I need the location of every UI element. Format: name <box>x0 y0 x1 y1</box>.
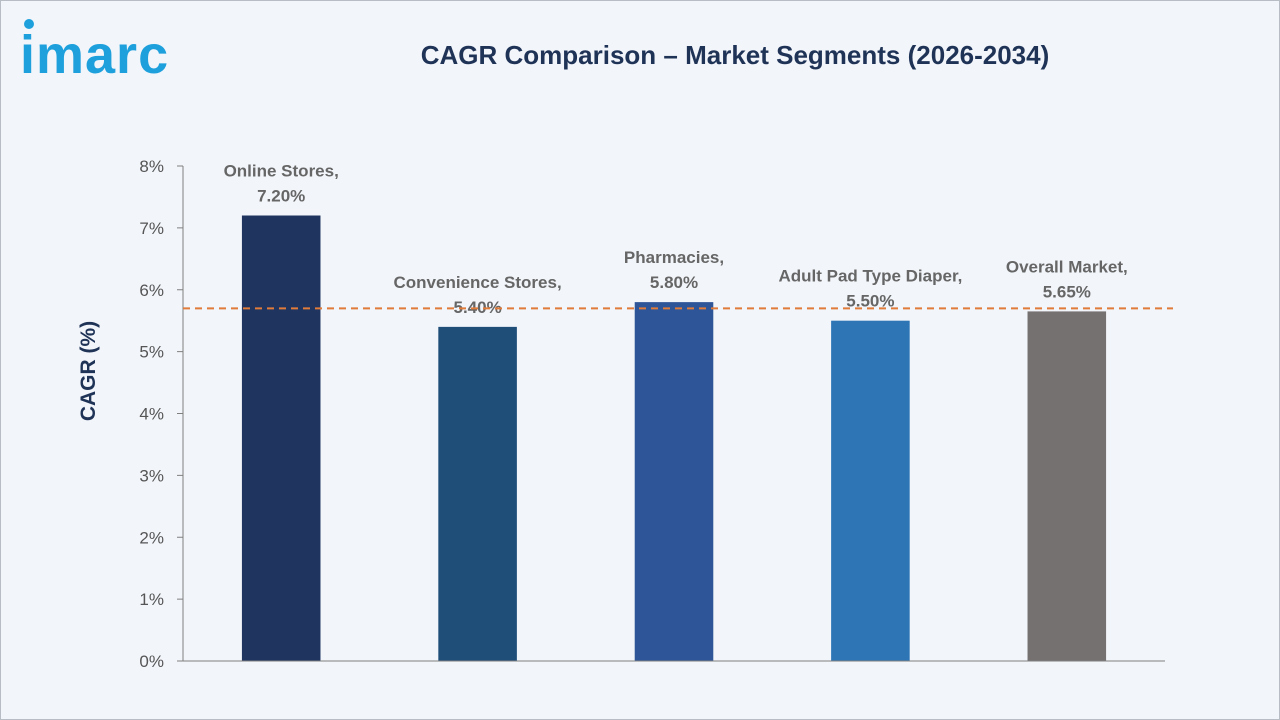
bar-5 <box>1027 311 1107 661</box>
data-label-line: 5.65% <box>1043 282 1091 301</box>
data-label-2: Convenience Stores, 5.40% <box>394 273 562 317</box>
bar-2 <box>438 326 517 661</box>
bar-3 <box>634 302 714 661</box>
data-label-line: Pharmacies, <box>624 248 724 267</box>
data-label-5: Overall Market, 5.65% <box>1006 257 1128 301</box>
data-label-1: Online Stores, 7.20% <box>224 162 339 206</box>
imarc-logo: imarc <box>20 19 169 82</box>
data-label-line: Adult Pad Type Diaper, <box>778 267 962 286</box>
y-tick-label: 0% <box>139 652 164 671</box>
logo-dot <box>24 19 34 29</box>
data-label-line: Convenience Stores, <box>394 273 562 292</box>
data-label-4: Adult Pad Type Diaper, 5.50% <box>778 267 962 311</box>
y-tick-label: 3% <box>139 466 164 485</box>
data-label-line: 5.80% <box>650 273 698 292</box>
logo-text: imarc <box>20 25 169 82</box>
y-tick-label: 6% <box>139 281 164 300</box>
bar-1 <box>241 215 321 661</box>
data-label-3: Pharmacies, 5.80% <box>624 248 724 292</box>
data-label-line: Overall Market, <box>1006 257 1128 276</box>
chart-title: CAGR Comparison – Market Segments (2026-… <box>420 40 1050 70</box>
y-tick-label: 2% <box>139 528 164 547</box>
y-tick-label: 7% <box>139 219 164 238</box>
y-axis-title: CAGR (%) <box>77 321 100 421</box>
data-label-line: Online Stores, <box>224 162 339 181</box>
data-label-line: 7.20% <box>257 187 305 206</box>
y-tick-label: 4% <box>139 405 164 424</box>
y-tick-label: 5% <box>139 343 164 362</box>
y-tick-label: 8% <box>139 157 164 176</box>
data-label-line: 5.50% <box>846 292 894 311</box>
y-tick-label: 1% <box>139 590 164 609</box>
bar-4 <box>831 320 910 661</box>
